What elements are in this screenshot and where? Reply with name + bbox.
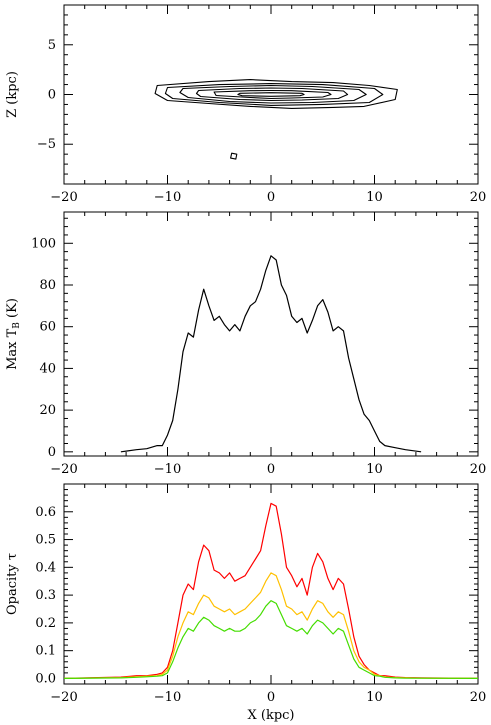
y-tick-label: 80 [39,278,56,293]
opacity-panel: −20 −10 0 10 20 0.0 0.1 0.2 0.3 0.4 0.5 0.6 Opacity … [5,483,487,723]
y-tick-label: 60 [39,320,56,335]
x-tick-label: −10 [154,690,181,705]
contour-level-3 [179,84,367,104]
plot-area [64,502,478,680]
x-tick-label: 20 [470,462,487,477]
y-tick-label: 0.0 [35,671,56,686]
y-axis-title: Z (kpc) [5,71,20,118]
y-tick-label: 5 [48,38,56,53]
y-tick-label: 0.1 [35,644,56,659]
x-tick-label: 0 [267,690,275,705]
contour-panel: −20 −10 0 10 20 −5 0 5 Z (kpc) [5,4,487,205]
x-tick-label: 0 [267,190,275,205]
plot-frame [63,483,479,685]
x-tick-label: 20 [470,190,487,205]
y-tick-label: 20 [39,403,56,418]
contour-level-1 [154,79,398,109]
contour-level-7 [230,152,238,160]
plot-frame [63,4,479,185]
y-tick-label: 0.5 [35,533,56,548]
x-tick-label: 10 [366,190,383,205]
y-axis-title-main: Z (kpc) [5,71,20,118]
contour-level-2 [164,83,384,106]
y-axis-title: Opacity τ [5,553,20,615]
y-tick-label: 40 [39,361,56,376]
y-tick-label: 100 [31,236,56,251]
contour-level-6 [237,92,305,97]
plot-frame [63,211,479,457]
y-tick-label: −5 [37,137,56,152]
series-line-0 [64,502,478,680]
series-line-2 [64,600,478,680]
x-tick-label: −20 [50,462,77,477]
y-tick-label: 0 [48,445,56,460]
y-axis-title: Max TB (K) [5,298,22,370]
x-tick-label: 0 [267,462,275,477]
y-axis-title-unit: (K) [5,298,20,322]
x-tick-label: 10 [366,690,383,705]
series-line-0 [120,255,422,453]
y-axis-title-main: Opacity τ [5,553,20,615]
y-axis-title-main: Max T [5,328,20,370]
y-axis-title-subscript: B [12,322,22,329]
brightness-panel: −20 −10 0 10 20 0 20 40 60 80 100 Max TB (K) [5,211,487,477]
y-tick-label: 0.3 [35,588,56,603]
x-axis-title: X (kpc) [247,708,294,723]
y-tick-label: 0.2 [35,616,56,631]
contour-level-4 [195,87,349,102]
contour-level-5 [213,89,332,100]
plot-area [154,79,398,160]
x-tick-label: 10 [366,462,383,477]
x-tick-label: −20 [50,690,77,705]
y-tick-label: 0.4 [35,560,56,575]
plot-area [120,255,422,453]
series-line-1 [64,572,478,680]
x-tick-label: −10 [154,190,181,205]
y-tick-label: 0 [48,88,56,103]
x-tick-label: 20 [470,690,487,705]
x-tick-label: −10 [154,462,181,477]
x-tick-label: −20 [50,190,77,205]
y-tick-label: 0.6 [35,505,56,520]
